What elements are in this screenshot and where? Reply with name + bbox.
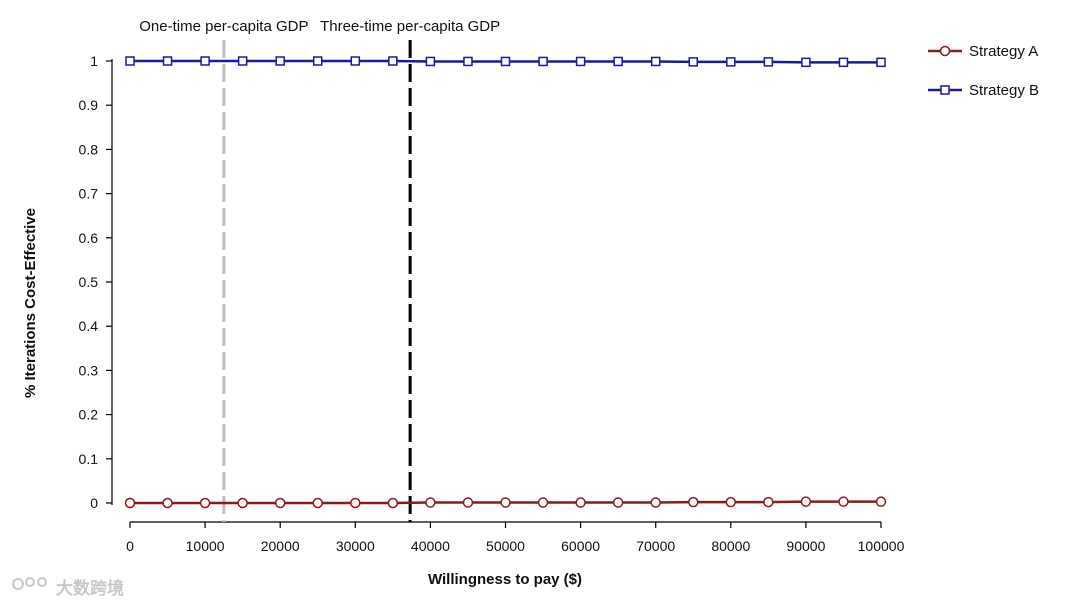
data-point	[688, 496, 699, 508]
data-point	[425, 56, 436, 67]
data-point	[875, 496, 887, 507]
legend-marker	[940, 85, 950, 95]
legend-label: Strategy A	[969, 43, 1038, 60]
data-point	[725, 496, 737, 508]
watermark-text: 大数跨境	[56, 578, 124, 598]
x-tick-label: 80000	[711, 538, 750, 554]
data-point	[237, 497, 248, 509]
y-tick-label: 0.1	[79, 451, 99, 467]
data-point	[763, 496, 774, 508]
data-point	[274, 497, 286, 509]
data-point	[313, 56, 323, 66]
x-tick-label: 90000	[786, 538, 825, 554]
reference-lines: One-time per-capita GDP Three-time per-ca…	[139, 18, 500, 522]
data-point	[463, 56, 473, 67]
y-tick-label: 0.4	[79, 318, 99, 334]
data-point	[763, 57, 774, 67]
data-point	[726, 57, 736, 67]
y-tick-label: 0	[90, 495, 98, 511]
ticks: 0 0.1 0.2 0.3 0.4 0.5 0.6 0.7 0.8 0.9 1 0 10000 20000…	[79, 53, 905, 554]
x-tick-label: 70000	[636, 538, 675, 554]
data-point	[387, 497, 399, 509]
data-point	[199, 497, 211, 509]
data-point	[538, 56, 548, 67]
data-point	[575, 56, 586, 67]
data-point	[838, 57, 849, 68]
y-tick-label: 0.9	[79, 97, 99, 113]
y-tick-label: 0.8	[79, 141, 99, 157]
axes	[111, 59, 881, 523]
data-point	[575, 497, 586, 508]
data-point	[462, 497, 474, 508]
data-point	[612, 497, 624, 508]
data-point	[124, 497, 136, 509]
data-point	[537, 497, 549, 508]
data-point	[650, 497, 661, 508]
reference-line-label: Three-time per-capita GDP	[320, 18, 500, 35]
data-point	[350, 497, 361, 509]
data-point	[388, 56, 398, 66]
x-tick-label: 20000	[261, 538, 300, 554]
x-axis-title: Willingness to pay ($)	[428, 571, 582, 588]
watermark: 大数跨境	[12, 577, 124, 598]
data-point	[876, 57, 886, 68]
y-axis-title: % Iterations Cost-Effective	[22, 208, 39, 398]
data-point	[312, 497, 323, 509]
data-point	[838, 496, 849, 507]
x-tick-label: 30000	[336, 538, 375, 554]
data-point	[350, 56, 361, 66]
data-point	[162, 497, 173, 509]
data-point	[613, 56, 623, 67]
reference-line-label: One-time per-capita GDP	[139, 18, 308, 35]
data-point	[425, 497, 436, 508]
data-point	[162, 56, 173, 66]
data-point	[275, 56, 285, 66]
y-tick-label: 0.3	[79, 362, 99, 378]
data-point	[801, 57, 811, 68]
x-tick-label: 50000	[486, 538, 525, 554]
logo-icon	[12, 577, 47, 590]
data-point	[500, 56, 511, 67]
y-tick-label: 0.2	[79, 407, 99, 423]
legend: Strategy A Strategy B	[928, 43, 1039, 99]
data-point	[200, 56, 210, 66]
data-point	[688, 57, 698, 67]
legend-label: Strategy B	[969, 82, 1039, 99]
x-tick-label: 100000	[858, 538, 905, 554]
y-tick-label: 0.6	[79, 230, 99, 246]
y-tick-label: 0.5	[79, 274, 99, 290]
x-tick-label: 10000	[186, 538, 225, 554]
series	[124, 56, 887, 509]
x-tick-label: 60000	[561, 538, 600, 554]
x-tick-label: 0	[126, 538, 134, 554]
y-tick-label: 0.7	[79, 186, 99, 202]
data-point	[237, 56, 248, 66]
data-point	[650, 56, 661, 67]
data-point	[800, 496, 812, 507]
legend-marker	[939, 45, 951, 57]
x-tick-label: 40000	[411, 538, 450, 554]
data-point	[500, 497, 511, 508]
y-tick-label: 1	[90, 53, 98, 69]
data-point	[125, 56, 135, 66]
